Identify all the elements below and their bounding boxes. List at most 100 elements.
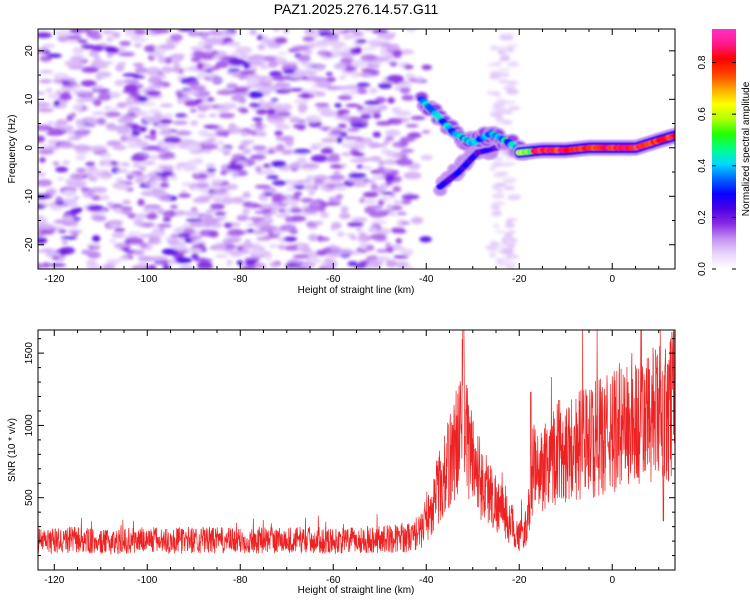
band-speckle bbox=[507, 106, 521, 111]
noise-speckle bbox=[162, 217, 172, 222]
noise-speckle bbox=[226, 41, 241, 47]
band-speckle bbox=[507, 230, 516, 235]
noise-speckle bbox=[255, 121, 263, 127]
noise-speckle bbox=[125, 237, 144, 245]
noise-speckle bbox=[190, 120, 199, 126]
noise-speckle bbox=[240, 131, 249, 137]
noise-speckle bbox=[84, 118, 100, 125]
noise-speckle bbox=[121, 208, 132, 215]
noise-speckle bbox=[337, 123, 347, 129]
y-tick-label: 0 bbox=[24, 145, 35, 151]
spectrogram-image bbox=[38, 29, 675, 269]
noise-speckle bbox=[167, 239, 180, 245]
noise-speckle bbox=[302, 164, 315, 169]
noise-speckle bbox=[210, 243, 227, 251]
noise-speckle bbox=[88, 170, 103, 174]
noise-speckle bbox=[203, 143, 218, 150]
noise-speckle bbox=[251, 203, 260, 208]
band-speckle bbox=[505, 33, 513, 37]
noise-speckle bbox=[75, 98, 87, 104]
noise-speckle bbox=[148, 84, 166, 89]
noise-speckle bbox=[185, 144, 202, 152]
noise-speckle bbox=[189, 108, 197, 113]
noise-speckle bbox=[395, 238, 402, 244]
noise-speckle bbox=[134, 66, 148, 74]
noise-speckle bbox=[250, 54, 265, 61]
noise-speckle bbox=[351, 250, 362, 255]
band-speckle bbox=[505, 89, 519, 95]
noise-speckle bbox=[356, 72, 373, 77]
noise-speckle bbox=[103, 46, 118, 51]
noise-speckle bbox=[392, 153, 402, 158]
noise-speckle bbox=[314, 91, 326, 97]
noise-speckle bbox=[154, 124, 170, 129]
noise-speckle bbox=[91, 195, 101, 201]
band-speckle bbox=[502, 85, 516, 91]
noise-speckle bbox=[321, 126, 329, 132]
noise-speckle bbox=[81, 44, 95, 50]
noise-speckle bbox=[75, 155, 87, 161]
noise-speckle bbox=[39, 157, 46, 163]
noise-speckle bbox=[254, 184, 272, 189]
noise-speckle bbox=[62, 215, 74, 223]
noise-speckle bbox=[190, 56, 201, 63]
noise-speckle bbox=[71, 223, 78, 229]
noise-speckle bbox=[73, 130, 90, 137]
noise-speckle bbox=[175, 257, 193, 264]
noise-speckle bbox=[106, 259, 121, 265]
noise-speckle bbox=[293, 149, 312, 154]
noise-speckle bbox=[283, 69, 296, 74]
noise-speckle bbox=[80, 80, 97, 87]
noise-speckle bbox=[196, 243, 206, 249]
noise-speckle bbox=[152, 227, 160, 234]
noise-speckle bbox=[178, 265, 195, 269]
noise-speckle bbox=[320, 110, 338, 117]
noise-speckle bbox=[134, 110, 149, 117]
noise-speckle bbox=[236, 214, 249, 222]
noise-speckle bbox=[389, 62, 398, 67]
noise-speckle bbox=[277, 51, 288, 55]
noise-speckle bbox=[260, 65, 270, 70]
noise-speckle bbox=[385, 136, 395, 141]
noise-speckle bbox=[397, 211, 407, 216]
noise-speckle bbox=[394, 86, 401, 91]
noise-speckle bbox=[158, 44, 177, 50]
noise-speckle bbox=[66, 200, 78, 208]
noise-speckle bbox=[59, 94, 73, 101]
noise-speckle bbox=[346, 127, 360, 132]
noise-speckle bbox=[38, 263, 45, 269]
noise-speckle bbox=[175, 113, 188, 118]
noise-speckle bbox=[340, 91, 357, 96]
noise-speckle bbox=[286, 187, 296, 192]
noise-speckle bbox=[214, 211, 227, 216]
noise-speckle bbox=[195, 183, 210, 188]
noise-speckle bbox=[106, 201, 115, 208]
noise-speckle bbox=[316, 80, 333, 89]
noise-speckle bbox=[398, 49, 414, 55]
noise-speckle bbox=[288, 88, 305, 92]
noise-speckle bbox=[385, 259, 398, 268]
noise-speckle bbox=[38, 172, 47, 177]
noise-speckle bbox=[38, 219, 48, 225]
noise-speckle bbox=[361, 120, 369, 125]
noise-speckle bbox=[327, 34, 334, 40]
noise-speckle bbox=[326, 252, 342, 258]
noise-speckle bbox=[330, 48, 343, 55]
noise-speckle bbox=[279, 224, 297, 232]
noise-speckle bbox=[374, 96, 387, 104]
band-speckle bbox=[494, 182, 507, 187]
band-speckle bbox=[493, 223, 500, 229]
noise-speckle bbox=[88, 50, 99, 57]
noise-speckle bbox=[52, 161, 60, 167]
band-speckle bbox=[490, 205, 501, 210]
noise-speckle bbox=[161, 113, 174, 119]
noise-speckle bbox=[350, 183, 368, 187]
noise-speckle bbox=[160, 177, 169, 183]
x-tick-label: 0 bbox=[609, 575, 615, 586]
noise-speckle bbox=[276, 136, 283, 141]
noise-speckle bbox=[335, 193, 344, 200]
noise-speckle bbox=[73, 144, 91, 152]
noise-speckle bbox=[291, 207, 303, 214]
noise-speckle bbox=[293, 185, 307, 190]
